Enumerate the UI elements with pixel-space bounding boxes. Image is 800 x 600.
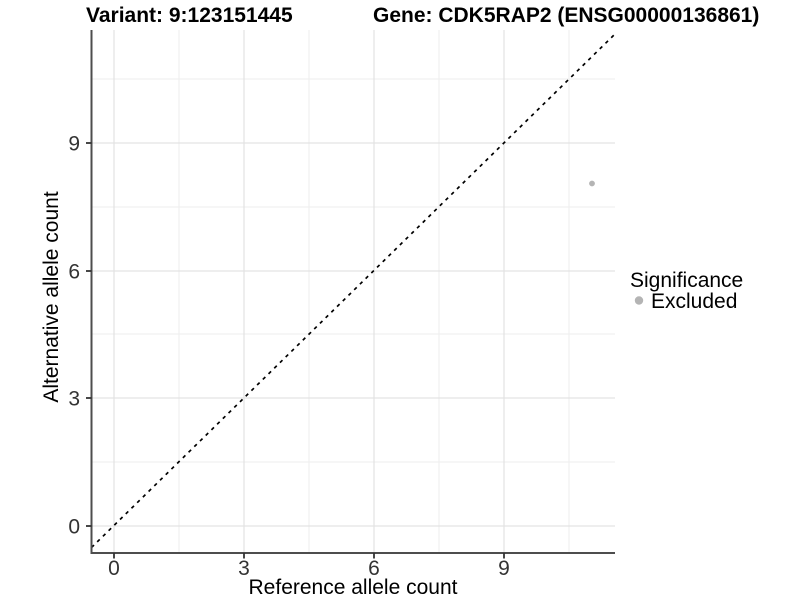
y-axis-title: Alternative allele count: [40, 191, 63, 402]
x-tick-6: 6: [368, 557, 380, 580]
x-tick-0: 0: [108, 557, 120, 580]
y-tick-9: 9: [68, 133, 80, 156]
y-tick-3: 3: [68, 388, 80, 411]
data-point-excluded: [589, 180, 595, 187]
identity-reference-line: [90, 33, 616, 549]
legend: Significance Excluded: [630, 269, 743, 313]
variant-title: Variant: 9:123151445: [86, 4, 293, 27]
gene-title: Gene: CDK5RAP2 (ENSG00000136861): [373, 4, 759, 27]
x-tick-9: 9: [498, 557, 510, 580]
axis-lines: [90, 30, 615, 554]
x-axis-title: Reference allele count: [249, 576, 458, 599]
y-tick-0: 0: [68, 516, 80, 539]
legend-label-excluded: Excluded: [651, 290, 737, 313]
legend-title: Significance: [630, 269, 743, 292]
tick-marks: [86, 142, 505, 559]
grid-minor: [91, 30, 615, 553]
legend-key-excluded-icon: [634, 296, 644, 305]
y-tick-6: 6: [68, 261, 80, 284]
x-tick-3: 3: [238, 557, 250, 580]
plot-panel: [91, 30, 615, 553]
y-tick-labels: 0 3 6 9: [68, 133, 80, 539]
x-tick-labels: 0 3 6 9: [108, 557, 510, 580]
grid-major: [91, 30, 615, 553]
